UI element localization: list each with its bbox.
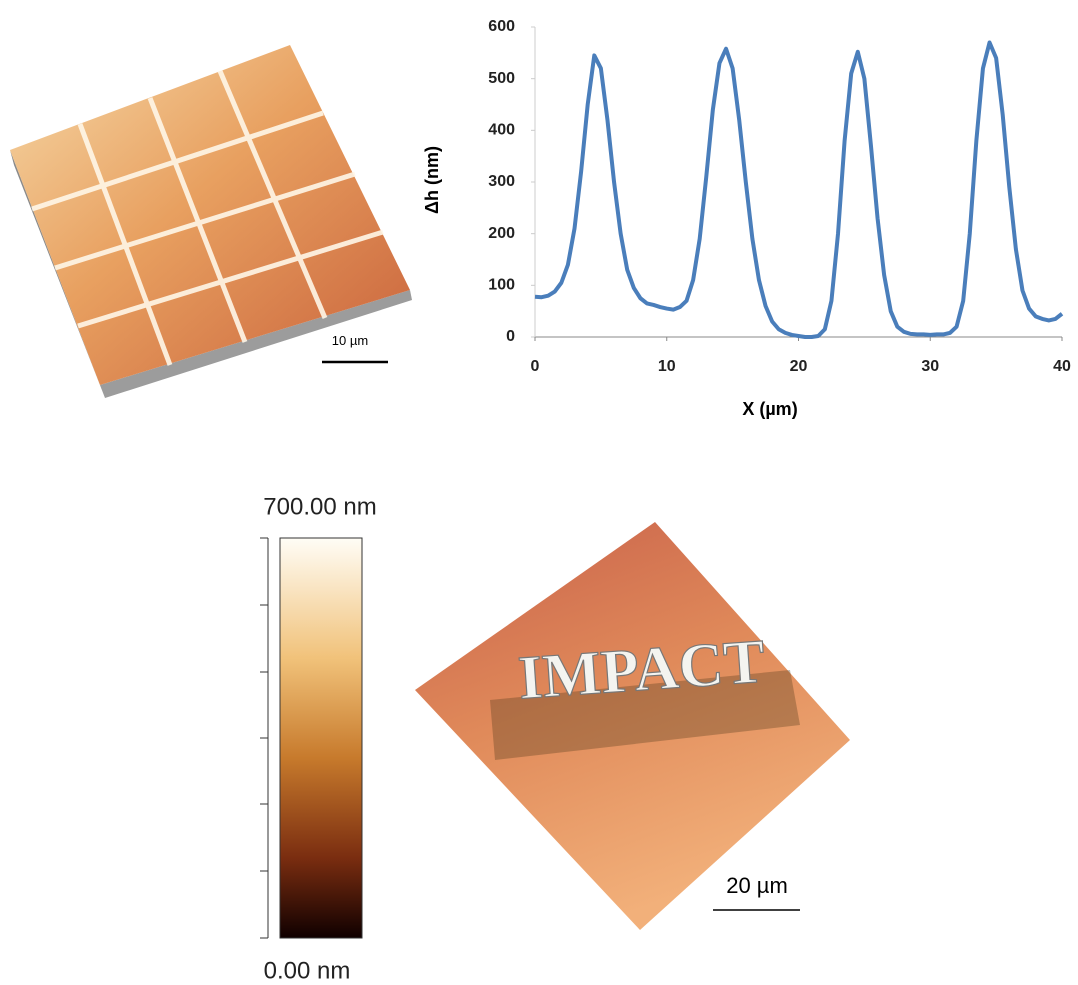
x-tick-label: 0 [531,358,540,375]
y-tick-label: 400 [488,122,515,139]
colorbar-max-label: 700.00 nm [263,493,376,520]
colorbar [279,537,363,939]
y-tick-label: 200 [488,225,515,242]
y-tick-label: 0 [506,328,515,345]
line-chart: X (µm) Δh (nm) 0 100 200 300 400 500 600 0 10 20 3… [422,18,1071,419]
data-line [534,40,1064,339]
scale-bar-label: 10 µm [332,333,368,348]
x-tick-label: 20 [790,358,808,375]
x-axis-title: X (µm) [742,399,797,419]
scale-bar-label: 20 µm [726,873,788,898]
afm-grid-image [10,45,412,398]
x-tick-label: 30 [921,358,939,375]
colorbar-minor-ticks [260,604,268,872]
x-tick-label: 40 [1053,358,1071,375]
y-tick-label: 300 [488,173,515,190]
y-tick-label: 100 [488,277,515,294]
x-tick-label: 10 [658,358,676,375]
colorbar-min-label: 0.00 nm [264,957,351,984]
y-tick-label: 500 [488,70,515,87]
y-axis-title: Δh (nm) [422,146,442,214]
y-tick-label: 600 [488,18,515,35]
afm-impact-image: IMPACT [415,522,850,930]
